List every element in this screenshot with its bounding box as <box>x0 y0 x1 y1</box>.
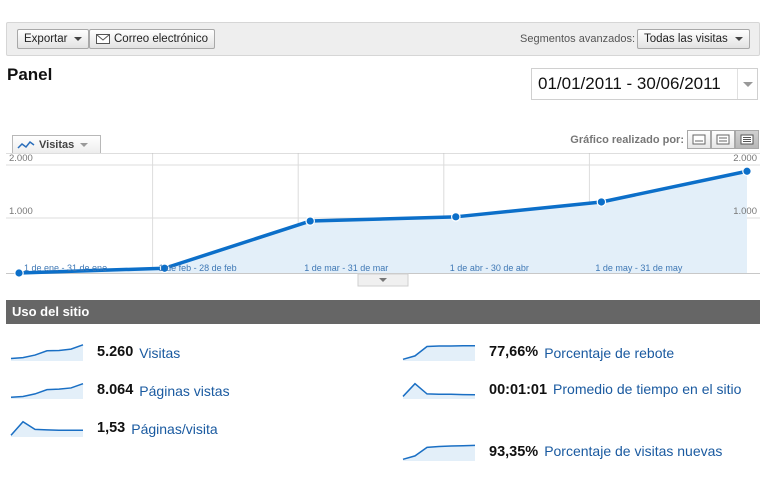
stat-text: 00:01:01 Promedio de tiempo en el sitio <box>489 378 759 402</box>
stat-value: 5.260 <box>97 344 134 360</box>
site-usage-stat: 1,53 Páginas/visita <box>10 418 218 441</box>
chart-area-fill <box>19 171 747 273</box>
stat-label-link[interactable]: Páginas/visita <box>131 421 218 437</box>
date-range-dropdown[interactable] <box>737 69 757 99</box>
sparkline-fill <box>11 344 83 361</box>
month-view-icon <box>740 134 754 145</box>
sparkline-fill <box>403 383 475 399</box>
chart-x-tick-label: 1 de ene - 31 de ene <box>24 263 107 273</box>
chevron-down-icon <box>742 81 753 87</box>
stat-label-link[interactable]: Porcentaje de visitas nuevas <box>544 443 723 459</box>
chart-series-line <box>18 169 748 275</box>
graph-by-month-button[interactable] <box>735 130 759 149</box>
sparkline <box>10 420 83 437</box>
sparkline-line <box>402 382 476 397</box>
chart-data-point <box>742 166 752 177</box>
chart-y-tick-label-left: 2.000 <box>9 153 33 164</box>
site-usage-header: Uso del sitio <box>6 300 760 324</box>
day-view-icon <box>692 134 706 145</box>
chevron-down-icon <box>734 37 743 41</box>
stat-label-link[interactable]: Promedio de tiempo en el sitio <box>553 381 742 397</box>
site-usage-stat: 77,66% Porcentaje de rebote <box>402 342 674 365</box>
chart-data-point <box>14 268 24 278</box>
stat-value: 8.064 <box>97 382 134 398</box>
sparkline-line <box>10 382 84 399</box>
page-title: Panel <box>7 65 53 84</box>
site-usage-stat: 5.260 Visitas <box>10 342 180 365</box>
week-view-icon <box>716 134 730 145</box>
sparkline-fill <box>403 445 475 461</box>
chart-data-point <box>450 212 461 222</box>
sparkline <box>10 344 84 361</box>
stat-text: 1,53 Páginas/visita <box>84 418 218 441</box>
sparkline-line <box>10 420 83 436</box>
stat-text: 8.064 Páginas vistas <box>84 380 230 403</box>
chart-data-point <box>596 197 607 207</box>
stat-text: 5.260 Visitas <box>84 342 180 365</box>
sparkline-line <box>10 344 84 360</box>
stat-label-link[interactable]: Porcentaje de rebote <box>544 345 675 361</box>
site-usage-stat: 8.064 Páginas vistas <box>10 380 230 403</box>
email-button[interactable]: Correo electrónico <box>89 29 215 49</box>
site-usage-stat: 93,35% Porcentaje de visitas nuevas <box>402 442 759 464</box>
export-label: Exportar <box>24 33 68 45</box>
visits-chart: 2.000 2.000 1.000 1.000 1 de ene - 31 de ene… <box>6 153 760 288</box>
sparkline <box>402 344 475 361</box>
chart-data-point <box>159 263 170 274</box>
stat-value: 93,35% <box>489 444 539 460</box>
stat-label-link[interactable]: Páginas vistas <box>139 383 230 399</box>
stat-value: 00:01:01 <box>489 382 548 398</box>
chevron-down-icon <box>74 37 83 41</box>
date-range-picker[interactable]: 01/01/2011 - 30/06/2011 <box>531 68 758 100</box>
sparkline <box>402 382 476 399</box>
metric-label: Visitas <box>39 139 75 151</box>
chart-y-tick-label-left: 1.000 <box>9 206 33 217</box>
stat-value: 1,53 <box>97 420 126 436</box>
graph-by-day-button[interactable] <box>687 130 711 149</box>
export-button[interactable]: Exportar <box>17 29 90 49</box>
graph-by-week-button[interactable] <box>711 130 735 149</box>
stat-text: 93,35% Porcentaje de visitas nuevas <box>489 440 759 464</box>
chart-x-tick-label: 1 de abr - 30 de abr <box>450 263 529 273</box>
line-chart-icon <box>17 140 35 149</box>
sparkline-fill <box>403 345 475 361</box>
toolbar: Exportar Correo electrónico Segmentos av… <box>6 22 760 56</box>
graph-by-label: Gráfico realizado por: <box>570 134 684 146</box>
stat-text: 77,66% Porcentaje de rebote <box>476 342 674 365</box>
chart-x-tick-label: 1 de may - 31 de may <box>595 263 683 273</box>
chart-x-tick-label: 1 de feb - 28 de feb <box>159 263 237 273</box>
chevron-down-icon <box>379 278 387 282</box>
segments-label: Segmentos avanzados: <box>520 33 635 45</box>
sparkline <box>10 382 84 399</box>
sparkline-line <box>402 444 476 461</box>
chart-data-point <box>305 216 315 226</box>
metric-selector[interactable]: Visitas <box>12 135 101 154</box>
email-label: Correo electrónico <box>114 33 208 45</box>
site-usage-stat: 00:01:01 Promedio de tiempo en el sitio <box>402 380 759 402</box>
stat-value: 77,66% <box>489 344 539 360</box>
chart-x-tick-label: 1 de mar - 31 de mar <box>304 263 388 273</box>
envelope-icon <box>96 34 110 44</box>
segments-value: Todas las visitas <box>644 33 728 45</box>
stat-label-link[interactable]: Visitas <box>139 345 181 361</box>
segments-select[interactable]: Todas las visitas <box>637 29 750 49</box>
sparkline <box>402 444 476 461</box>
date-range-text: 01/01/2011 - 30/06/2011 <box>538 74 721 93</box>
sparkline-line <box>402 344 475 361</box>
chart-y-tick-label-right: 2.000 <box>733 153 757 164</box>
chevron-down-icon <box>80 143 89 147</box>
chart-y-tick-label-right: 1.000 <box>733 206 757 217</box>
